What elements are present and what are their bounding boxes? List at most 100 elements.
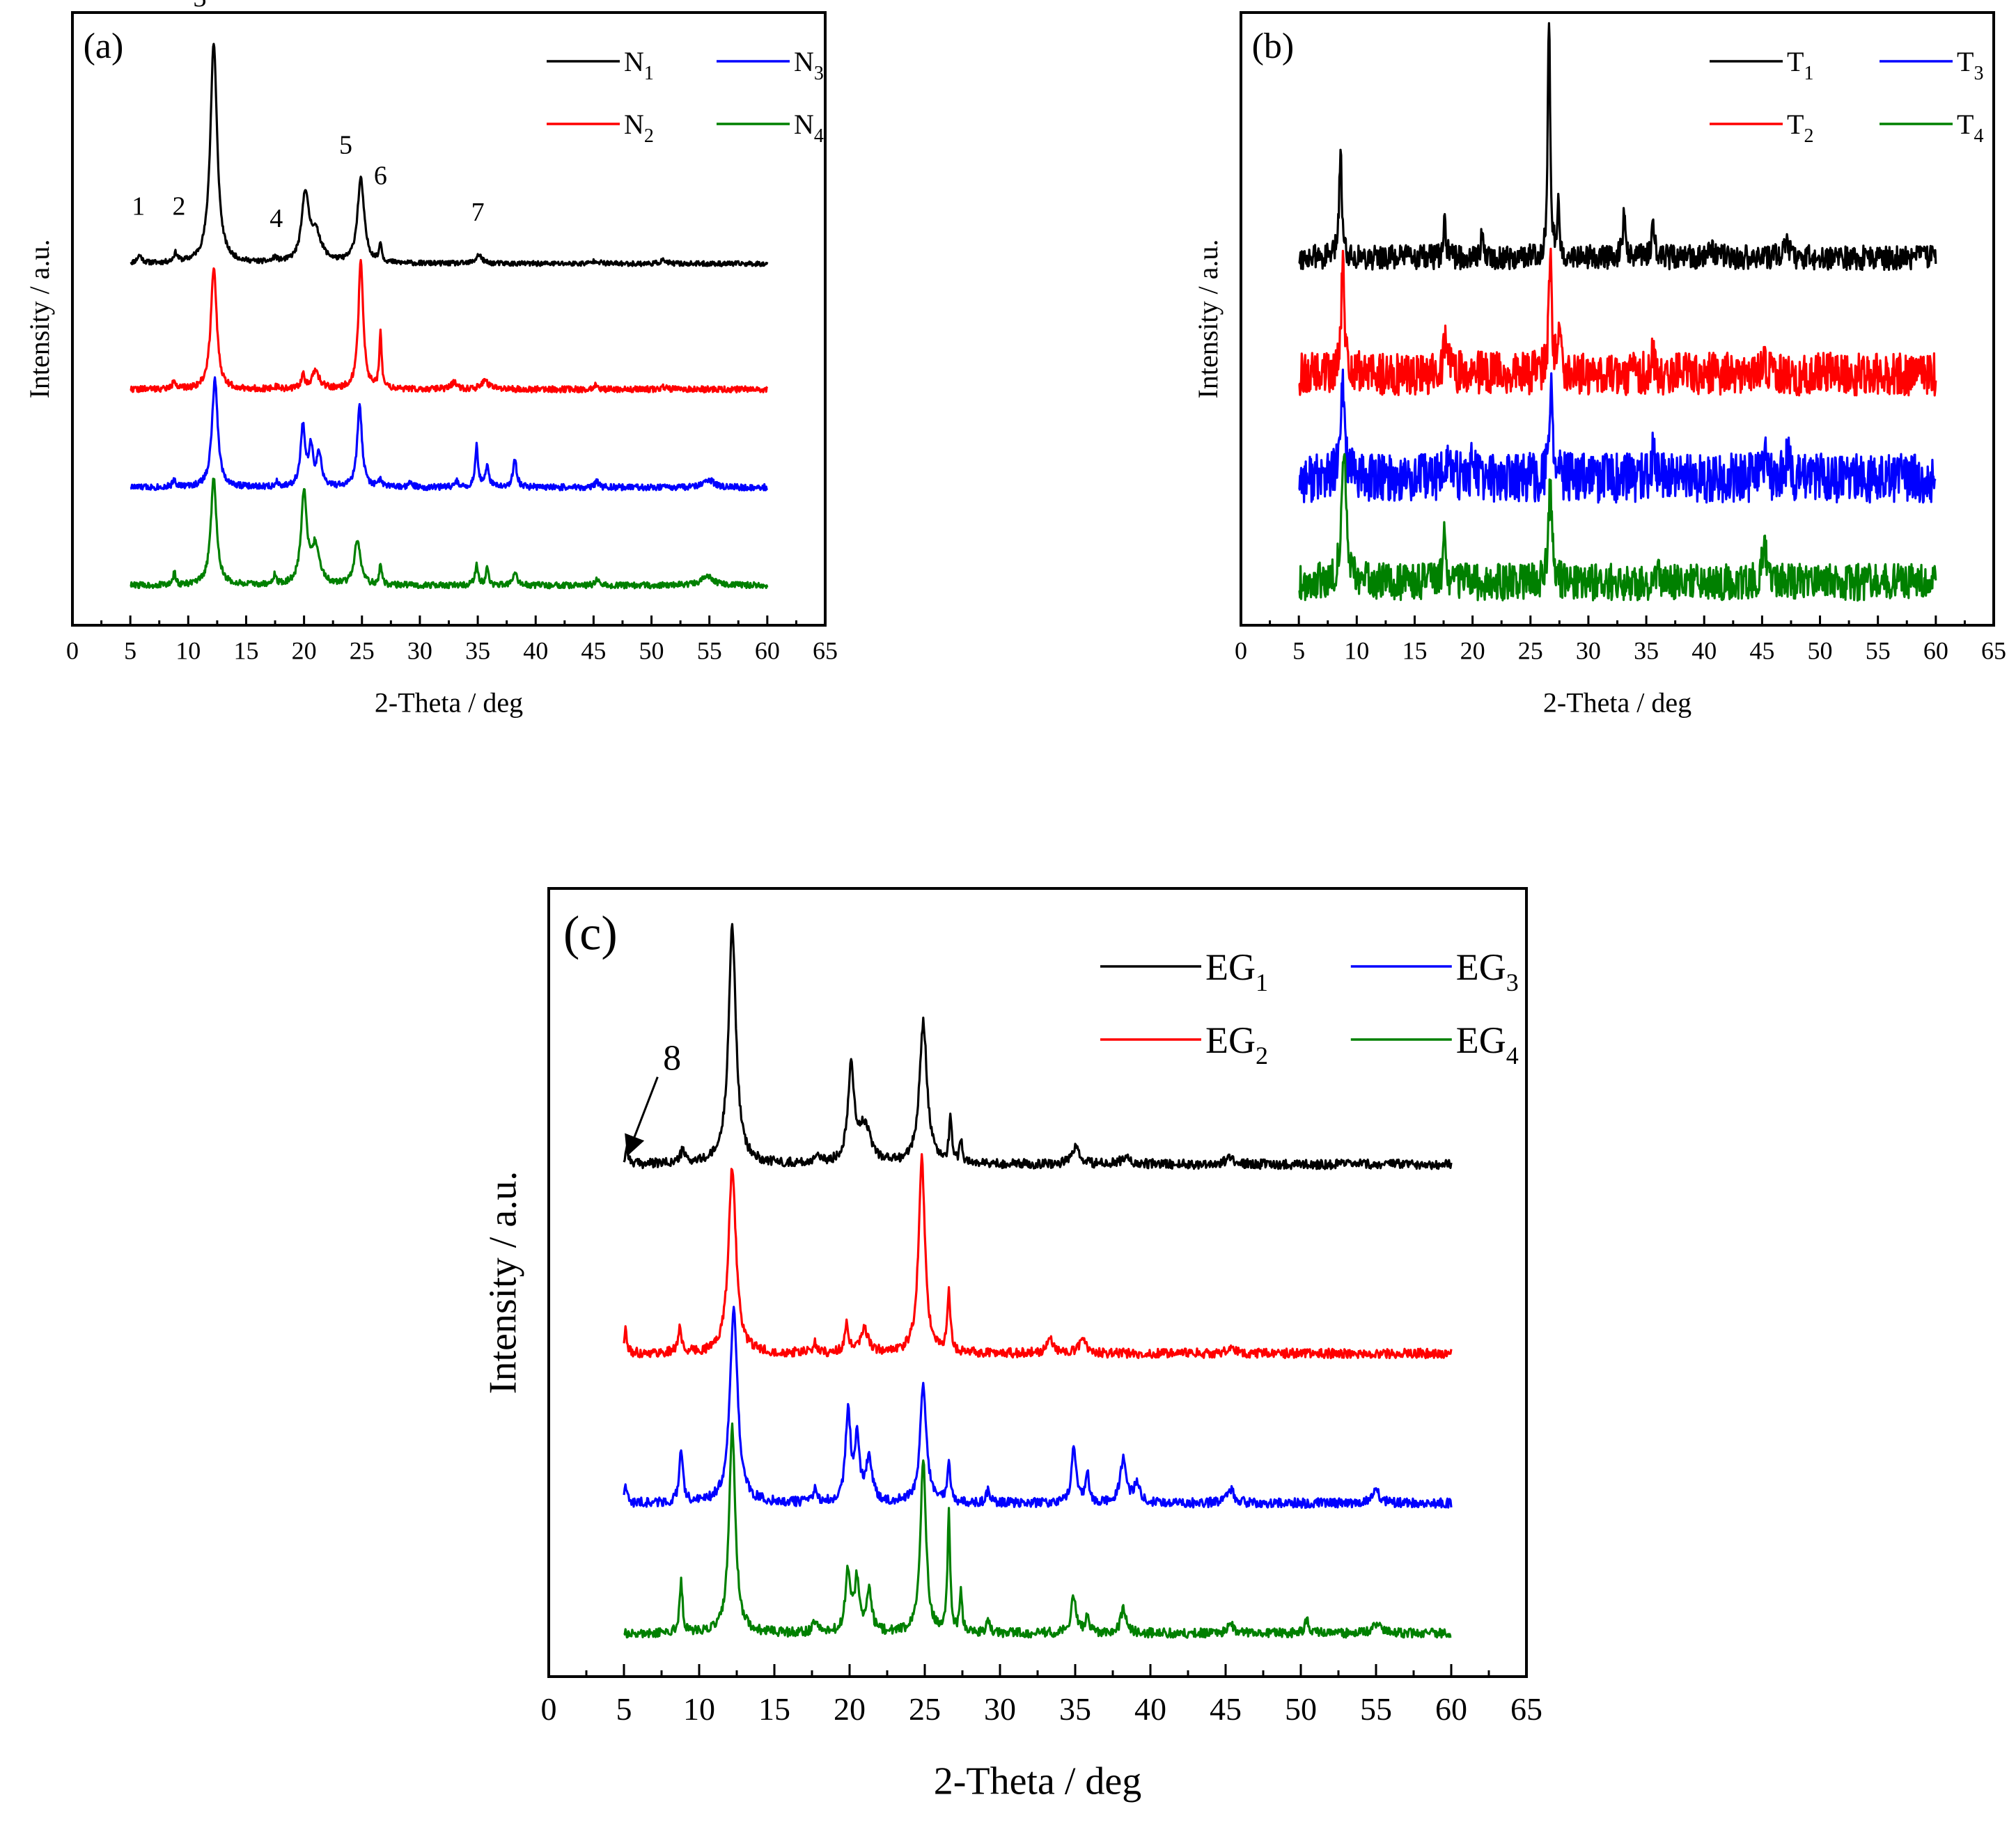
x-tick-label: 35 [1059,1691,1091,1727]
x-tick-label: 60 [1435,1691,1467,1727]
x-tick-label: 0 [541,1691,557,1727]
x-tick-label: 65 [813,637,838,665]
x-tick-label: 25 [1518,637,1543,665]
series-line-n3 [130,376,768,492]
peak-annotation: 8 [663,1038,681,1078]
x-tick-label: 35 [1634,637,1659,665]
y-axis-label: Intensity / a.u. [24,240,55,399]
x-tick-label: 0 [66,637,79,665]
x-tick-label: 20 [292,637,317,665]
x-tick-label: 45 [581,637,606,665]
x-tick-label: 5 [124,637,136,665]
panel-c: 0 5 10 15 20 25 30 35 40 45 50 55 60 65 2-Theta / deg I… [481,887,1542,1803]
x-tick-label: 10 [1344,637,1369,665]
x-tick-label: 25 [350,637,375,665]
peak-annotation: 5 [339,130,352,159]
x-tick-label: 30 [407,637,432,665]
panel-b: 0 5 10 15 20 25 30 35 40 45 50 55 60 65 2-Theta / deg I… [1192,11,2006,719]
legend-label: EG3 [1456,946,1519,996]
y-axis-label: Intensity / a.u. [481,1171,524,1394]
x-tick-label: 40 [523,637,548,665]
x-tick-label: 60 [755,637,780,665]
plot-frame [1240,11,1995,627]
legend-label: EG4 [1456,1019,1519,1069]
series-line-eg1 [623,923,1453,1170]
x-tick-label: 5 [616,1691,632,1727]
legend-item-t2: T2 [1710,109,1813,147]
x-tick-label: 50 [1808,637,1833,665]
peak-annotation: 4 [269,204,283,233]
legend-item-n2: N2 [547,109,654,147]
legend-label: EG1 [1205,946,1268,996]
x-axis-label: 2-Theta / deg [375,687,523,719]
x-tick-label: 45 [1749,637,1774,665]
peak-annotation: 3 [193,0,206,13]
x-tick-label: 15 [758,1691,790,1727]
legend: N1 N3 N2 N4 [547,46,824,147]
legend-label: N3 [794,46,824,84]
annotation-arrow [625,1076,659,1156]
x-tick-label: 45 [1210,1691,1242,1727]
series-line-n1 [130,42,769,267]
legend-item-eg1: EG1 [1100,946,1268,996]
x-tick-label: 55 [697,637,722,665]
legend-label: EG2 [1205,1019,1268,1069]
x-tick-label: 15 [1402,637,1427,665]
panel-label: (a) [84,26,124,66]
panel-label: (b) [1252,26,1295,66]
x-tick-label: 20 [1460,637,1485,665]
panel-a: 0 5 10 15 20 25 30 35 40 45 50 55 60 652-Theta / degI… [24,0,838,719]
legend-label: N1 [624,46,654,84]
series-line-eg4 [623,1422,1452,1639]
x-tick-label: 30 [1576,637,1601,665]
x-tick-label: 50 [1285,1691,1317,1727]
legend-item-n3: N3 [717,46,824,84]
series-line-t1 [1298,22,1937,272]
legend-item-t1: T1 [1710,46,1813,84]
x-tick-label: 20 [834,1691,866,1727]
peak-annotation: 1 [132,191,145,221]
series-line-t2 [1298,247,1937,397]
legend-item-n4: N4 [717,109,824,147]
x-tick-label: 10 [175,637,201,665]
x-tick-label: 50 [639,637,664,665]
legend-label: N2 [624,109,654,147]
x-tick-label: 60 [1923,637,1948,665]
peak-annotation: 7 [471,198,485,227]
peak-annotation: 2 [173,191,186,221]
x-tick-label: 55 [1360,1691,1392,1727]
x-tick-label: 35 [465,637,490,665]
legend-item-eg4: EG4 [1350,1019,1519,1069]
x-tick-label: 25 [909,1691,941,1727]
x-tick-label: 55 [1866,637,1891,665]
panel-label: (c) [563,907,618,961]
x-axis-label: 2-Theta / deg [934,1760,1142,1803]
x-tick-label: 0 [1235,637,1247,665]
legend: EG1 EG3 EG2 EG4 [1100,946,1519,1069]
legend-item-eg2: EG2 [1100,1019,1268,1069]
series-line-t3 [1298,368,1937,504]
series-line-t4 [1298,453,1937,602]
plot-frame [71,11,827,627]
x-tick-label: 5 [1292,637,1305,665]
legend-item-eg3: EG3 [1350,946,1519,996]
plot-frame [547,887,1528,1678]
x-tick-label: 10 [683,1691,715,1727]
series-line-eg2 [623,1153,1453,1360]
legend-item-n1: N1 [547,46,654,84]
peak-annotation: 6 [374,161,387,190]
legend-label: T1 [1787,46,1813,84]
series-line-n2 [130,258,769,394]
series-line-n4 [130,478,769,590]
legend-label: N4 [794,109,824,147]
legend: T1 T3 T2 T4 [1710,46,1983,147]
y-axis-label: Intensity / a.u. [1192,240,1224,399]
series-line-eg3 [623,1305,1453,1510]
x-tick-label: 65 [1981,637,2006,665]
legend-label: T4 [1957,109,1983,147]
x-tick-label: 30 [984,1691,1016,1727]
x-tick-label: 40 [1691,637,1717,665]
x-axis-label: 2-Theta / deg [1543,687,1691,719]
x-tick-label: 65 [1510,1691,1542,1727]
